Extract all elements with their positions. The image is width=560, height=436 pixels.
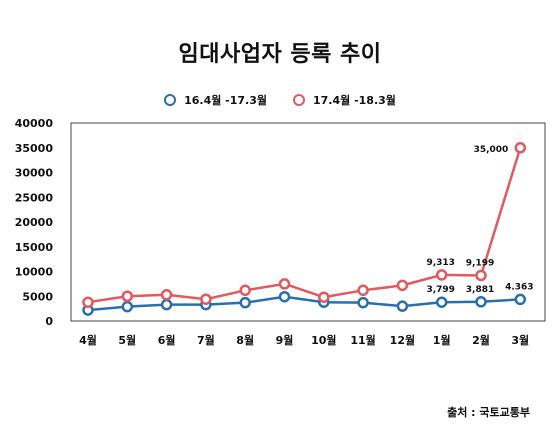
x-tick-label: 2월 (472, 333, 490, 347)
data-point-series-1 (278, 290, 291, 303)
x-tick-label: 12월 (390, 333, 415, 347)
data-point-series-1 (160, 298, 173, 311)
x-tick-label: 9월 (276, 333, 294, 347)
data-point-series-1 (475, 296, 487, 308)
x-tick-label: 11월 (350, 333, 375, 347)
source-note: 출처 : 국토교통부 (447, 406, 530, 419)
legend-item-series-2: 17.4월 -18.3월 (293, 92, 396, 108)
y-tick-label: 0 (45, 315, 53, 328)
data-point-series-2 (278, 278, 291, 290)
data-label: 4.363 (505, 282, 533, 292)
plot-frame (70, 122, 546, 322)
legend-label-series-2: 17.4월 -18.3월 (313, 94, 396, 107)
data-point-series-2 (318, 291, 330, 303)
data-label: 3,881 (466, 285, 494, 295)
y-tick-label: 30000 (15, 167, 54, 180)
y-tick-label: 25000 (15, 191, 54, 204)
data-point-series-2 (396, 279, 409, 292)
series-line-2 (87, 147, 522, 304)
y-tick-label: 35000 (15, 142, 54, 155)
data-point-series-2 (160, 289, 173, 301)
chart-legend: 16.4월 -17.3월 17.4월 -18.3월 (0, 92, 560, 108)
x-tick-label: 7월 (197, 333, 215, 347)
data-point-series-2 (200, 293, 212, 305)
data-point-series-2 (475, 269, 487, 282)
chart-title: 임대사업자 등록 추이 (178, 42, 382, 67)
data-point-series-2 (82, 296, 94, 308)
legend-marker-series-2 (293, 94, 305, 106)
y-tick-label: 20000 (15, 216, 54, 229)
legend-label-series-1: 16.4월 -17.3월 (184, 94, 267, 107)
data-point-series-1 (514, 293, 527, 306)
data-point-series-2 (514, 142, 527, 154)
x-tick-label: 1월 (433, 333, 451, 347)
data-point-series-1 (239, 296, 251, 309)
x-tick-label: 10월 (311, 333, 336, 347)
x-tick-label: 5월 (118, 333, 136, 347)
series-line-1 (87, 295, 521, 312)
y-tick-label: 15000 (15, 241, 54, 254)
data-point-series-1 (357, 296, 369, 309)
data-point-series-2 (121, 290, 134, 302)
data-point-series-2 (239, 284, 251, 297)
x-tick-label: 8월 (236, 333, 254, 347)
data-point-series-1 (121, 300, 134, 313)
x-tick-label: 6월 (158, 333, 176, 347)
legend-marker-series-1 (164, 94, 177, 106)
y-tick-label: 40000 (15, 117, 54, 130)
y-tick-label: 5000 (22, 290, 53, 303)
data-label: 9,313 (426, 258, 454, 268)
data-label: 35,000 (474, 145, 509, 155)
legend-item-series-1: 16.4월 -17.3월 (164, 92, 267, 108)
x-tick-label: 3월 (511, 333, 529, 347)
data-point-series-1 (396, 300, 409, 312)
y-tick-label: 10000 (15, 266, 54, 279)
data-point-series-2 (357, 284, 369, 297)
data-point-series-1 (435, 296, 448, 308)
data-label: 9,199 (466, 258, 494, 268)
data-label: 3,799 (426, 285, 454, 295)
data-point-series-2 (435, 269, 448, 281)
x-tick-label: 4월 (79, 333, 97, 347)
